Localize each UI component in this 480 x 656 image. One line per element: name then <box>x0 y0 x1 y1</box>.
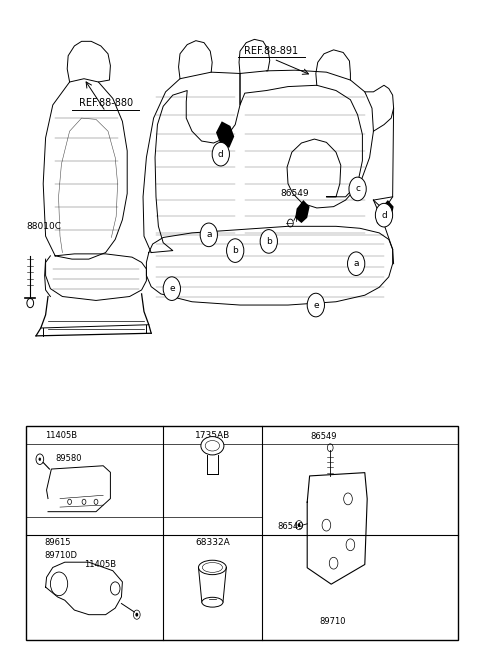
Circle shape <box>227 239 244 262</box>
Text: a: a <box>35 430 39 440</box>
Text: 86549: 86549 <box>277 522 303 531</box>
Text: d: d <box>381 211 387 220</box>
Text: REF.88-880: REF.88-880 <box>79 98 132 108</box>
Text: b: b <box>171 430 177 440</box>
Circle shape <box>375 203 393 227</box>
Text: a: a <box>353 259 359 268</box>
Circle shape <box>168 427 180 443</box>
Text: c: c <box>355 184 360 194</box>
Circle shape <box>260 230 277 253</box>
Ellipse shape <box>199 560 227 575</box>
Text: 89580: 89580 <box>55 454 82 463</box>
Text: 11405B: 11405B <box>84 560 116 569</box>
Circle shape <box>31 427 43 443</box>
Text: 86549: 86549 <box>311 432 337 441</box>
Text: b: b <box>266 237 272 246</box>
Polygon shape <box>216 148 228 164</box>
Circle shape <box>348 252 365 276</box>
Circle shape <box>110 582 120 595</box>
Text: b: b <box>232 246 238 255</box>
Circle shape <box>349 177 366 201</box>
Text: e: e <box>171 539 176 548</box>
Text: 86549: 86549 <box>281 189 310 198</box>
Circle shape <box>50 572 68 596</box>
Circle shape <box>163 277 180 300</box>
Text: 89710D: 89710D <box>45 551 78 560</box>
Text: d: d <box>218 150 224 159</box>
Text: REF.88-891: REF.88-891 <box>244 46 298 56</box>
Polygon shape <box>216 121 234 148</box>
Polygon shape <box>295 200 310 223</box>
Text: 68332A: 68332A <box>195 538 230 547</box>
Text: 1735AB: 1735AB <box>195 431 230 440</box>
Circle shape <box>200 223 217 247</box>
Text: d: d <box>34 539 40 548</box>
Text: 11405B: 11405B <box>45 431 77 440</box>
Circle shape <box>298 523 300 527</box>
Text: 88010C: 88010C <box>26 222 61 231</box>
Text: a: a <box>206 230 212 239</box>
Ellipse shape <box>202 597 223 607</box>
Circle shape <box>31 535 43 551</box>
Text: e: e <box>169 284 175 293</box>
Circle shape <box>135 613 138 617</box>
Ellipse shape <box>201 437 224 455</box>
Circle shape <box>39 458 41 461</box>
Circle shape <box>307 293 324 317</box>
Bar <box>26 426 458 640</box>
Polygon shape <box>377 200 394 226</box>
Text: e: e <box>313 300 319 310</box>
Text: c: c <box>270 430 275 440</box>
Circle shape <box>212 142 229 166</box>
Text: 89615: 89615 <box>45 538 71 547</box>
Circle shape <box>266 427 278 443</box>
Circle shape <box>168 535 180 551</box>
Text: 89710: 89710 <box>319 617 346 626</box>
